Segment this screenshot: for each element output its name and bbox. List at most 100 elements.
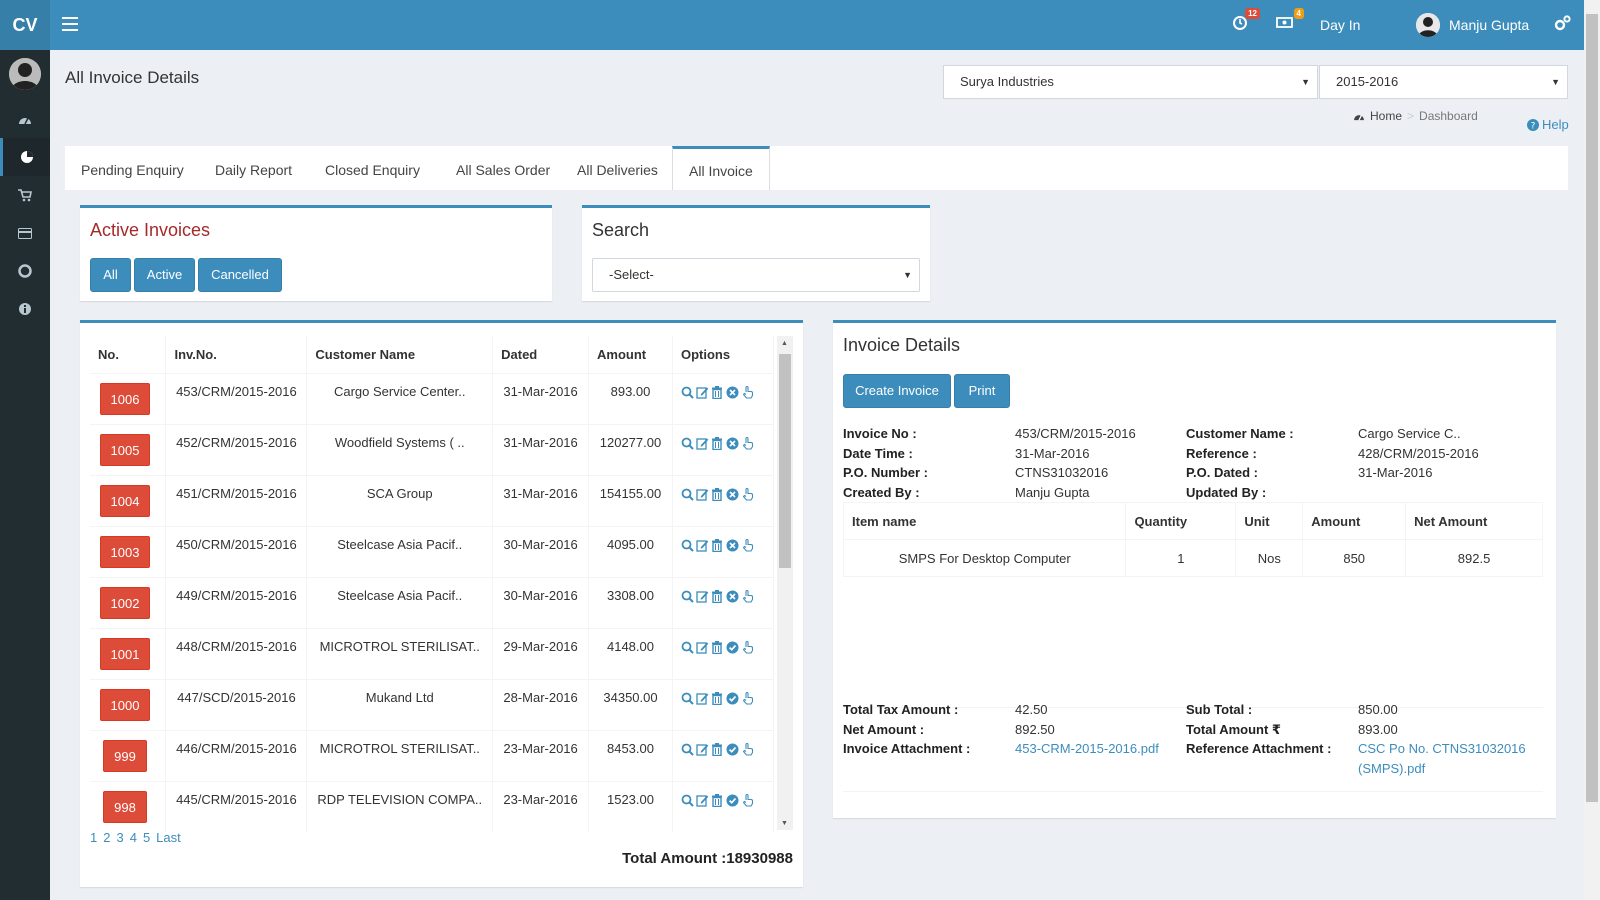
tab-all-sales-order[interactable]: All Sales Order <box>456 162 551 178</box>
year-select[interactable]: 2015-2016 ▼ <box>1319 65 1568 99</box>
page-link-5[interactable]: 5 <box>142 830 151 845</box>
settings-gears-icon[interactable] <box>1554 14 1574 34</box>
page-link-2[interactable]: 2 <box>103 830 111 845</box>
invoice-row[interactable]: 999 446/CRM/2015-2016 MICROTROL STERILISAT… <box>90 729 775 781</box>
invoice-row[interactable]: 1003 450/CRM/2015-2016 Steelcase Asia Paci… <box>90 525 775 577</box>
company-select[interactable]: Surya Industries ▼ <box>943 65 1318 99</box>
edit-icon[interactable] <box>696 488 710 502</box>
page-link-4[interactable]: 4 <box>129 830 137 845</box>
menu-toggle-icon[interactable] <box>62 17 78 31</box>
print-button[interactable]: Print <box>954 374 1010 408</box>
view-icon[interactable] <box>681 488 695 502</box>
view-icon[interactable] <box>681 743 695 757</box>
select-hand-icon[interactable] <box>741 436 755 451</box>
edit-icon[interactable] <box>696 437 710 451</box>
edit-icon[interactable] <box>696 743 710 757</box>
delete-icon[interactable] <box>711 487 725 502</box>
select-hand-icon[interactable] <box>741 487 755 502</box>
total-field-value[interactable]: 453-CRM-2015-2016.pdf <box>1015 741 1159 757</box>
page-scrollbar[interactable] <box>1584 0 1600 900</box>
edit-icon[interactable] <box>696 386 710 400</box>
invoice-number-badge[interactable]: 1006 <box>100 382 150 415</box>
app-logo[interactable]: CV <box>0 0 50 50</box>
cancel-icon[interactable] <box>726 539 740 553</box>
edit-icon[interactable] <box>696 641 710 655</box>
tab-closed-enquiry[interactable]: Closed Enquiry <box>325 162 420 178</box>
view-icon[interactable] <box>681 437 695 451</box>
invoice-number-badge[interactable]: 998 <box>103 790 147 823</box>
day-in-button[interactable]: Day In <box>1320 17 1361 33</box>
select-hand-icon[interactable] <box>741 691 755 706</box>
select-hand-icon[interactable] <box>741 640 755 655</box>
invoice-number-badge[interactable]: 1002 <box>100 586 150 619</box>
select-hand-icon[interactable] <box>741 793 755 808</box>
cancel-icon[interactable] <box>726 488 740 502</box>
invoice-number-badge[interactable]: 999 <box>103 739 147 772</box>
user-name[interactable]: Manju Gupta <box>1449 17 1530 33</box>
invoice-row[interactable]: 998 445/CRM/2015-2016 RDP TELEVISION COMPA… <box>90 780 775 832</box>
sidebar-item-dashboard[interactable] <box>0 100 50 138</box>
delete-icon[interactable] <box>711 640 725 655</box>
delete-icon[interactable] <box>711 436 725 451</box>
approve-icon[interactable] <box>726 743 740 757</box>
invoice-row[interactable]: 1001 448/CRM/2015-2016 MICROTROL STERILISA… <box>90 627 775 679</box>
view-icon[interactable] <box>681 590 695 604</box>
invoice-row[interactable]: 1002 449/CRM/2015-2016 Steelcase Asia Paci… <box>90 576 775 628</box>
page-link-3[interactable]: 3 <box>116 830 124 845</box>
edit-icon[interactable] <box>696 590 710 604</box>
select-hand-icon[interactable] <box>741 538 755 553</box>
filter-cancelled-button[interactable]: Cancelled <box>198 258 282 292</box>
select-hand-icon[interactable] <box>741 589 755 604</box>
invoice-row[interactable]: 1004 451/CRM/2015-2016 SCA Group 31-Mar-201… <box>90 474 775 526</box>
filter-active-button[interactable]: Active <box>134 258 195 292</box>
edit-icon[interactable] <box>696 692 710 706</box>
tab-all-deliveries[interactable]: All Deliveries <box>577 162 658 178</box>
table-scrollbar[interactable]: ▲ ▼ <box>777 336 793 830</box>
invoice-number-badge[interactable]: 1003 <box>100 535 150 568</box>
delete-icon[interactable] <box>711 793 725 808</box>
cancel-icon[interactable] <box>726 386 740 400</box>
invoice-row[interactable]: 1005 452/CRM/2015-2016 Woodfield Systems (… <box>90 423 775 475</box>
sidebar-item-info[interactable] <box>0 290 50 328</box>
delete-icon[interactable] <box>711 691 725 706</box>
approve-icon[interactable] <box>726 794 740 808</box>
view-icon[interactable] <box>681 539 695 553</box>
sidebar-item-support[interactable] <box>0 252 50 290</box>
view-icon[interactable] <box>681 794 695 808</box>
invoice-row[interactable]: 1006 453/CRM/2015-2016 Cargo Service Cente… <box>90 372 775 424</box>
help-link[interactable]: ? Help <box>1527 117 1569 132</box>
view-icon[interactable] <box>681 692 695 706</box>
invoice-number-badge[interactable]: 1001 <box>100 637 150 670</box>
view-icon[interactable] <box>681 641 695 655</box>
approve-icon[interactable] <box>726 692 740 706</box>
invoice-number-badge[interactable]: 1000 <box>100 688 150 721</box>
select-hand-icon[interactable] <box>741 385 755 400</box>
delete-icon[interactable] <box>711 742 725 757</box>
sidebar-item-reports[interactable] <box>0 138 50 176</box>
invoice-number-badge[interactable]: 1005 <box>100 433 150 466</box>
breadcrumb-home-link[interactable]: Home <box>1370 109 1403 123</box>
delete-icon[interactable] <box>711 589 725 604</box>
edit-icon[interactable] <box>696 794 710 808</box>
page-link-last[interactable]: Last <box>156 830 181 845</box>
tab-all-invoice[interactable]: All Invoice <box>672 146 770 190</box>
invoice-number-badge[interactable]: 1004 <box>100 484 150 517</box>
cancel-icon[interactable] <box>726 590 740 604</box>
view-icon[interactable] <box>681 386 695 400</box>
approve-icon[interactable] <box>726 641 740 655</box>
select-hand-icon[interactable] <box>741 742 755 757</box>
messages-icon[interactable]: 4 <box>1276 8 1304 34</box>
sidebar-item-orders[interactable] <box>0 176 50 214</box>
tab-daily-report[interactable]: Daily Report <box>215 162 293 178</box>
filter-all-button[interactable]: All <box>90 258 131 292</box>
search-select[interactable]: -Select- ▼ <box>592 258 920 292</box>
cancel-icon[interactable] <box>726 437 740 451</box>
create-invoice-button[interactable]: Create Invoice <box>843 374 951 408</box>
page-link-1[interactable]: 1 <box>90 830 98 845</box>
user-avatar[interactable] <box>1416 13 1440 37</box>
total-field-value[interactable]: CSC Po No. CTNS31032016 <box>1358 741 1526 757</box>
delete-icon[interactable] <box>711 385 725 400</box>
tab-pending-enquiry[interactable]: Pending Enquiry <box>81 162 184 178</box>
edit-icon[interactable] <box>696 539 710 553</box>
sidebar-item-payments[interactable] <box>0 214 50 252</box>
